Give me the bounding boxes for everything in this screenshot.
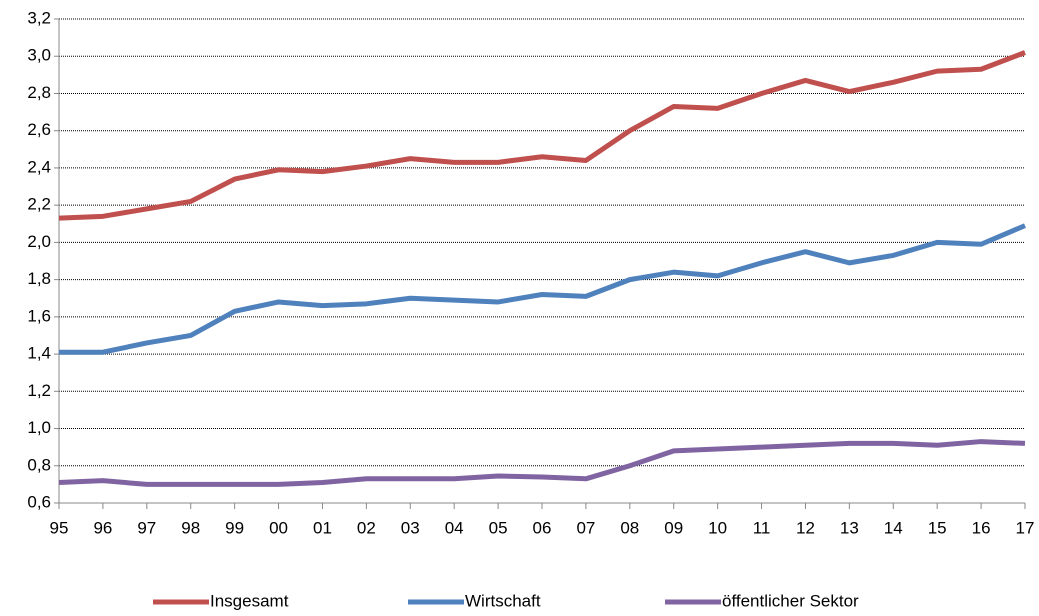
y-tick-label: 2,0 [27,232,51,251]
y-tick-label: 2,2 [27,195,51,214]
x-tick-label: 03 [401,518,420,537]
x-tick-label: 08 [620,518,639,537]
y-tick-label: 1,6 [27,306,51,325]
x-tick-label: 15 [928,518,947,537]
x-tick-label: 11 [753,518,771,537]
y-tick-label: 1,8 [27,269,51,288]
x-tick-label: 98 [181,518,200,537]
x-tick-label: 10 [708,518,727,537]
y-tick-label: 0,8 [27,455,51,474]
x-tick-label: 95 [50,518,69,537]
x-tick-label: 07 [576,518,595,537]
series-line [58,439,1026,487]
x-tick-label: 00 [269,518,288,537]
y-tick-label: 1,0 [27,418,51,437]
legend-label: Wirtschaft [465,591,541,610]
x-tick-label: 12 [796,518,815,537]
x-tick-label: 97 [137,518,156,537]
y-tick-label: 1,4 [27,344,51,363]
x-tick-label: 01 [313,518,332,537]
x-tick-label: 09 [664,518,683,537]
y-tick-label: 2,6 [27,120,51,139]
y-tick-label: 2,8 [27,83,51,102]
x-tick-label: 96 [93,518,112,537]
x-tick-label: 02 [357,518,376,537]
legend-label: öffentlicher Sektor [722,591,859,610]
legend-label: Insgesamt [210,591,289,610]
x-tick-label: 06 [533,518,552,537]
series-line [59,223,1026,355]
x-tick-label: 13 [840,518,859,537]
y-tick-label: 3,0 [27,46,51,65]
y-tick-label: 0,6 [27,492,51,511]
series-line [58,50,1026,221]
x-tick-label: 14 [884,518,903,537]
y-tick-label: 2,4 [27,157,51,176]
x-tick-label: 17 [1016,518,1035,537]
x-tick-label: 16 [972,518,991,537]
x-tick-label: 99 [225,518,244,537]
y-tick-label: 1,2 [27,381,51,400]
x-tick-label: 04 [445,518,464,537]
y-tick-label: 3,2 [27,8,51,27]
x-tick-label: 05 [489,518,508,537]
